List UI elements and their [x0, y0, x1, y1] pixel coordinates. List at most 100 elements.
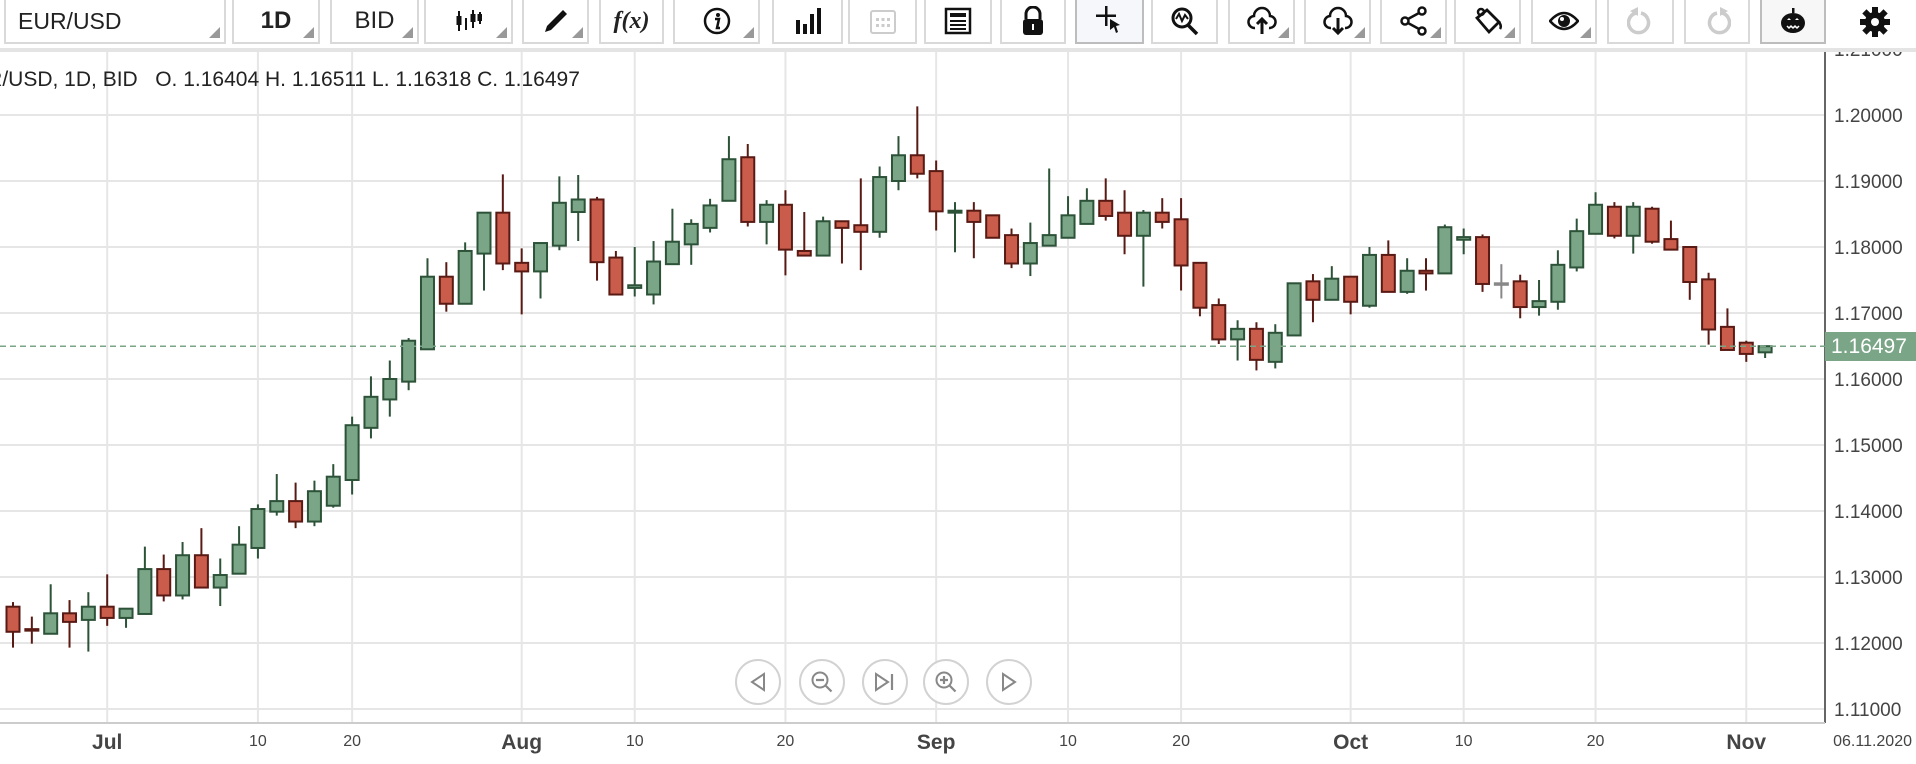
candle-body [702, 204, 718, 229]
candle [664, 208, 680, 266]
candle-body [1324, 277, 1340, 301]
candle-body [683, 222, 699, 246]
candle [514, 248, 530, 315]
candle [43, 584, 59, 635]
upload-button[interactable] [1228, 0, 1295, 44]
zoom-out-button[interactable] [799, 659, 845, 705]
price-type-selector[interactable]: BID [330, 0, 419, 44]
candle [815, 216, 831, 257]
candle-body [1079, 199, 1095, 225]
candle [740, 144, 756, 227]
cloud-upload-icon [1246, 6, 1277, 34]
candle [1361, 247, 1377, 308]
candle-body [1230, 327, 1246, 341]
scroll-left-button[interactable] [735, 659, 781, 705]
visibility-button[interactable] [1531, 0, 1597, 44]
legend-open: O. 1.16404 [155, 68, 260, 91]
zoom-chart-button[interactable] [1151, 0, 1218, 44]
volume-button[interactable] [772, 0, 843, 44]
candle [759, 200, 775, 245]
candle [1682, 246, 1698, 300]
candle-body [834, 220, 850, 229]
candle [1475, 234, 1491, 292]
symbol-selector[interactable]: EUR/USD [4, 0, 226, 44]
candle-body [1361, 253, 1377, 307]
candle-body [363, 395, 379, 429]
scroll-right-button[interactable] [986, 659, 1032, 705]
candle-body [1437, 226, 1453, 275]
time-tick-label: 20 [343, 733, 361, 750]
pumpkin-icon [1781, 8, 1805, 33]
settings-button[interactable] [1833, 0, 1916, 44]
price-tick-label: 1.12000 [1834, 634, 1903, 655]
toolbar: EUR/USD 1D BID f(x) [0, 0, 1916, 52]
candle-body [759, 203, 775, 223]
candle [551, 176, 567, 251]
indicators-button[interactable]: f(x) [599, 0, 664, 44]
share-button[interactable] [1380, 0, 1447, 44]
zoom-in-button[interactable] [923, 659, 969, 705]
zoom-out-icon [811, 671, 833, 693]
undo-button[interactable] [1607, 0, 1674, 44]
candle-body [212, 574, 228, 589]
candle-body [533, 242, 549, 273]
candle [777, 190, 793, 276]
period-selector[interactable]: 1D [232, 0, 320, 44]
candle [1135, 210, 1151, 287]
candle [1248, 322, 1264, 371]
candle [589, 196, 605, 281]
candle [80, 592, 96, 652]
candle [533, 242, 549, 299]
legend-close: C. 1.16497 [477, 68, 580, 91]
candle-body [1154, 211, 1170, 223]
candle-body [382, 378, 398, 401]
news-button[interactable] [924, 0, 992, 44]
chart-type-button[interactable] [424, 0, 513, 44]
candle [1606, 202, 1622, 239]
candle-body [1493, 282, 1509, 286]
eye-icon [1549, 11, 1579, 31]
info-button[interactable] [673, 0, 760, 44]
candle-body [156, 568, 172, 597]
crosshair-button[interactable] [1075, 0, 1144, 44]
candle [1305, 274, 1321, 323]
candle-body [1531, 300, 1547, 309]
candle-body [890, 154, 906, 182]
candle-body [1098, 199, 1114, 217]
candle [1701, 272, 1717, 345]
lock-button[interactable] [1000, 0, 1066, 44]
price-axis[interactable]: 1.11000 1.12000 1.13000 1.14000 1.15000 1.160… [1834, 40, 1903, 721]
candle-body [193, 554, 209, 589]
candle [796, 212, 812, 257]
reset-view-button[interactable] [862, 659, 908, 705]
time-axis[interactable]: Jul 10 20 Aug 10 20 Sep 10 20 Oct 10 20 Nov 06.11.202… [92, 731, 1912, 754]
download-button[interactable] [1304, 0, 1371, 44]
candle [269, 474, 285, 516]
theme-button[interactable] [1454, 0, 1521, 44]
candle-body [1041, 234, 1057, 247]
candle [890, 136, 906, 191]
draw-button[interactable] [522, 0, 589, 44]
redo-button[interactable] [1684, 0, 1750, 44]
price-tick-label: 1.14000 [1834, 502, 1903, 523]
share-icon [1399, 6, 1427, 36]
candle [250, 504, 266, 559]
candle [872, 166, 888, 238]
candle [1192, 261, 1208, 317]
candle [721, 136, 737, 202]
halloween-button[interactable] [1760, 0, 1826, 44]
newspaper-icon [944, 7, 972, 35]
candle-body [853, 224, 869, 233]
candle [1493, 264, 1509, 299]
candle [1173, 198, 1189, 291]
candle [288, 482, 304, 529]
candle-body [62, 612, 78, 623]
candle-body [777, 203, 793, 251]
candle-body [928, 170, 944, 213]
candle [1588, 192, 1604, 235]
candle-body [1682, 246, 1698, 283]
calendar-icon [869, 10, 896, 34]
calendar-button[interactable] [848, 0, 917, 44]
candle-body [269, 500, 285, 513]
